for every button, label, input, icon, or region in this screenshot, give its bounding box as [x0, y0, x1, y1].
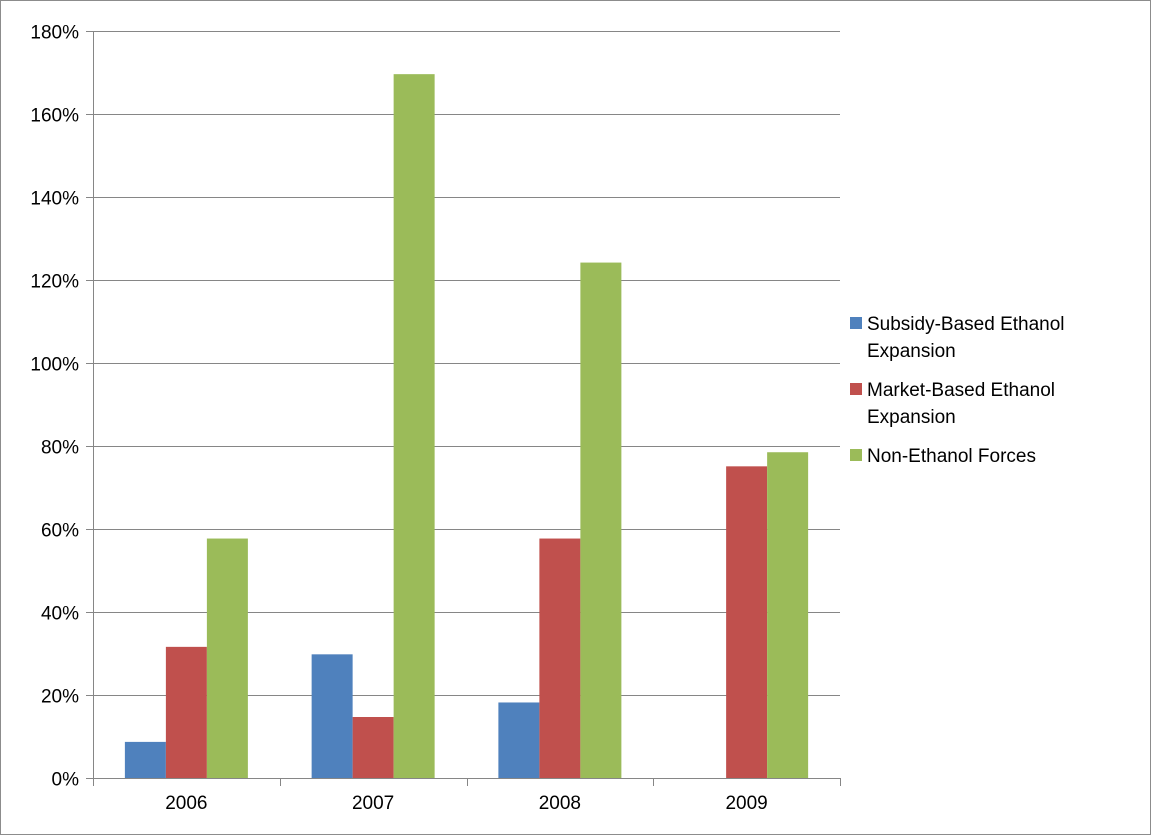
- x-tick-label: 2008: [539, 793, 581, 814]
- y-tick-label: 60%: [41, 521, 79, 542]
- bar-2006-series-1: [124, 741, 166, 778]
- bar-2007-series-2: [352, 717, 394, 778]
- bar-2007-series-3: [393, 74, 435, 778]
- bar-2008-series-2: [539, 538, 581, 778]
- y-tick-label: 20%: [41, 687, 79, 708]
- bar-2006-series-2: [165, 646, 207, 778]
- legend-item: Subsidy-Based Ethanol Expansion: [850, 314, 1065, 362]
- x-tick-label: 2006: [165, 793, 207, 814]
- legend-swatch: [850, 383, 862, 395]
- bar-2009-series-3: [767, 452, 809, 778]
- legend: Subsidy-Based EthanolExpansionMarket-Bas…: [850, 314, 1065, 467]
- bar-2008-series-1: [498, 702, 540, 778]
- legend-label: Non-Ethanol Forces: [867, 446, 1036, 467]
- y-tick-label: 40%: [41, 604, 79, 625]
- y-tick-label: 120%: [30, 272, 79, 293]
- x-tick-label: 2007: [352, 793, 394, 814]
- legend-item: Non-Ethanol Forces: [850, 446, 1036, 467]
- y-tick-label: 180%: [30, 23, 79, 44]
- x-axis-tick-labels: 2006 2007 2008 2009: [165, 793, 768, 814]
- bar-2007-series-1: [311, 654, 353, 778]
- legend-swatch: [850, 317, 862, 329]
- y-tick-label: 80%: [41, 438, 79, 459]
- y-tick-label: 100%: [30, 355, 79, 376]
- bars: [124, 74, 809, 778]
- x-tick-label: 2009: [725, 793, 767, 814]
- bar-2008-series-3: [580, 262, 622, 778]
- legend-item: Market-Based Ethanol Expansion: [850, 380, 1055, 428]
- y-axis-tick-labels: 0% 20% 40% 60% 80% 100% 120% 140% 160% 180%: [30, 23, 79, 791]
- y-tick-label: 160%: [30, 106, 79, 127]
- legend-label: Market-Based Ethanol: [867, 380, 1055, 401]
- axes: [86, 31, 841, 786]
- legend-label: Subsidy-Based Ethanol: [867, 314, 1065, 335]
- bar-2009-series-2: [726, 466, 768, 778]
- y-tick-label: 140%: [30, 189, 79, 210]
- legend-label: Expansion: [867, 341, 956, 362]
- bar-2006-series-3: [206, 538, 248, 778]
- y-tick-label: 0%: [52, 770, 80, 791]
- legend-swatch: [850, 449, 862, 461]
- legend-label: Expansion: [867, 407, 956, 428]
